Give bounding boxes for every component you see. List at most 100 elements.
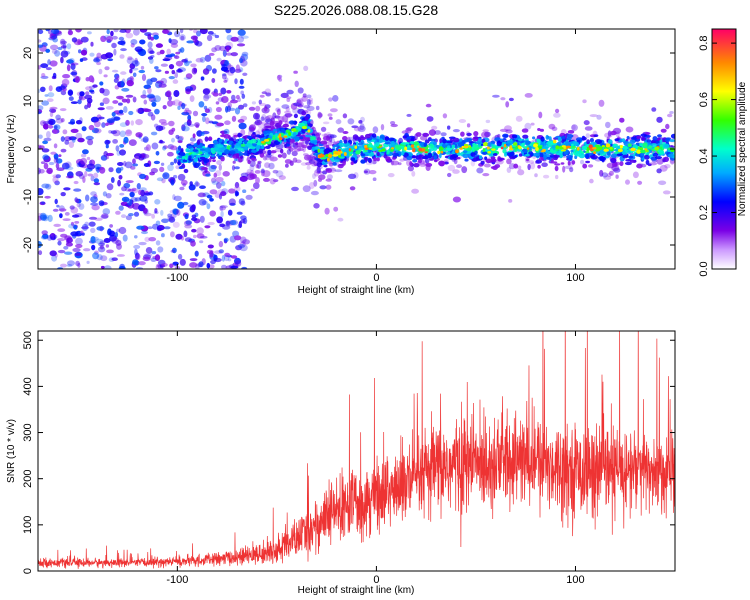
spectrogram-point xyxy=(610,130,617,136)
spectrogram-point xyxy=(204,225,211,229)
spectrogram-point xyxy=(235,94,240,100)
spectrogram-point xyxy=(499,128,509,132)
spectrogram-point xyxy=(162,29,170,34)
spectrogram-point xyxy=(329,134,337,139)
spectrogram-point xyxy=(452,196,461,203)
spectrogram-point xyxy=(648,145,653,149)
spectrogram-point xyxy=(184,60,190,67)
spectrogram-point xyxy=(236,43,246,47)
spectrogram-point xyxy=(86,97,93,104)
spectrogram-point xyxy=(230,99,238,104)
spectrogram-point xyxy=(342,160,346,166)
spectrogram-point xyxy=(70,101,78,104)
spectrogram-point xyxy=(639,155,644,158)
spectrogram-point xyxy=(428,148,432,154)
spectrogram-point xyxy=(139,195,148,202)
spectrogram-point xyxy=(55,118,64,124)
spectrogram-point xyxy=(522,134,529,139)
spectrogram-point xyxy=(154,199,161,205)
spectrogram-point xyxy=(555,174,559,180)
spectrogram-point xyxy=(179,152,186,157)
spectrogram-point xyxy=(247,160,251,164)
spectrogram-point xyxy=(234,78,238,85)
spectrogram-point xyxy=(275,170,284,178)
spectrogram-point xyxy=(260,116,265,122)
spectrogram-point xyxy=(41,183,50,189)
spectrogram-point xyxy=(170,231,175,238)
spectrogram-point xyxy=(74,76,80,83)
spectrogram-point xyxy=(187,145,193,149)
spectrogram-point xyxy=(313,179,318,187)
spectrogram-point xyxy=(342,136,348,141)
spectrogram-point xyxy=(167,213,173,218)
colorbar-ticks: 0.0 0.2 0.4 0.6 0.8 xyxy=(698,35,736,277)
spectrogram-point xyxy=(144,236,150,242)
spectrogram-point xyxy=(229,150,236,155)
spectrogram-point xyxy=(145,144,151,152)
spectrogram-point xyxy=(264,162,271,169)
spectrogram-hotspot xyxy=(515,146,518,150)
spectrogram-point xyxy=(186,40,195,44)
spectrogram-point xyxy=(555,108,560,114)
spectrogram-point xyxy=(101,122,106,128)
spectrogram-point xyxy=(209,210,216,217)
y-tick-label: -10 xyxy=(22,189,34,205)
spectrogram-point xyxy=(244,140,247,145)
spectrogram-point xyxy=(177,173,186,181)
spectrogram-point xyxy=(462,150,468,154)
spectrogram-point xyxy=(89,52,95,57)
spectrogram-point xyxy=(337,164,344,169)
spectrogram-point xyxy=(248,106,256,111)
spectrogram-point xyxy=(305,116,309,122)
spectrogram-point xyxy=(49,234,55,241)
spectrogram-hotspot xyxy=(288,131,292,137)
spectrogram-point xyxy=(333,156,340,161)
spectrogram-point xyxy=(160,162,165,166)
spectrogram-point xyxy=(257,118,261,124)
spectrogram-point xyxy=(632,171,639,179)
spectrogram-point xyxy=(207,221,215,226)
spectrogram-point xyxy=(48,85,53,92)
spectrogram-point xyxy=(409,141,415,145)
spectrogram-point xyxy=(521,128,529,133)
spectrogram-point xyxy=(38,169,45,174)
spectrogram-point xyxy=(119,192,125,196)
spectrogram-point xyxy=(548,136,552,141)
spectrogram-point xyxy=(177,140,183,143)
spectrogram-point xyxy=(66,264,73,267)
spectrogram-point xyxy=(88,75,94,83)
spectrogram-point xyxy=(162,145,167,151)
spectrogram-point xyxy=(546,156,551,160)
spectrogram-point xyxy=(218,164,222,171)
spectrogram-point xyxy=(669,139,675,142)
spectrogram-point xyxy=(422,132,430,137)
spectrogram-point xyxy=(206,203,211,210)
spectrogram-point xyxy=(226,90,232,94)
spectrogram-point xyxy=(160,77,168,85)
spectrogram-point xyxy=(621,138,626,142)
spectrogram-point xyxy=(38,105,44,111)
chart-title: S225.2026.088.08.15.G28 xyxy=(274,2,438,18)
spectrogram-point xyxy=(201,76,205,81)
spectrogram-point xyxy=(449,155,455,160)
spectrogram-point xyxy=(231,142,235,148)
spectrogram-point xyxy=(615,145,621,149)
spectrogram-point xyxy=(556,141,562,146)
spectrogram-point xyxy=(191,217,198,222)
spectrogram-point xyxy=(318,178,322,182)
spectrogram-point xyxy=(229,220,237,226)
spectrogram-hotspot xyxy=(391,147,394,150)
spectrogram-point xyxy=(218,92,222,96)
spectrogram-point xyxy=(585,133,590,139)
spectrogram-point xyxy=(198,101,205,108)
spectrogram-point xyxy=(305,162,312,166)
spectrogram-point xyxy=(223,237,229,242)
spectrogram-point xyxy=(63,245,69,250)
spectrogram-point xyxy=(208,158,212,163)
spectrogram-point xyxy=(241,266,248,269)
spectrogram-point xyxy=(557,136,562,143)
spectrogram-point xyxy=(173,174,178,179)
spectrogram-point xyxy=(134,46,143,52)
spectrogram-point xyxy=(502,133,509,138)
spectrogram-point xyxy=(93,182,101,186)
